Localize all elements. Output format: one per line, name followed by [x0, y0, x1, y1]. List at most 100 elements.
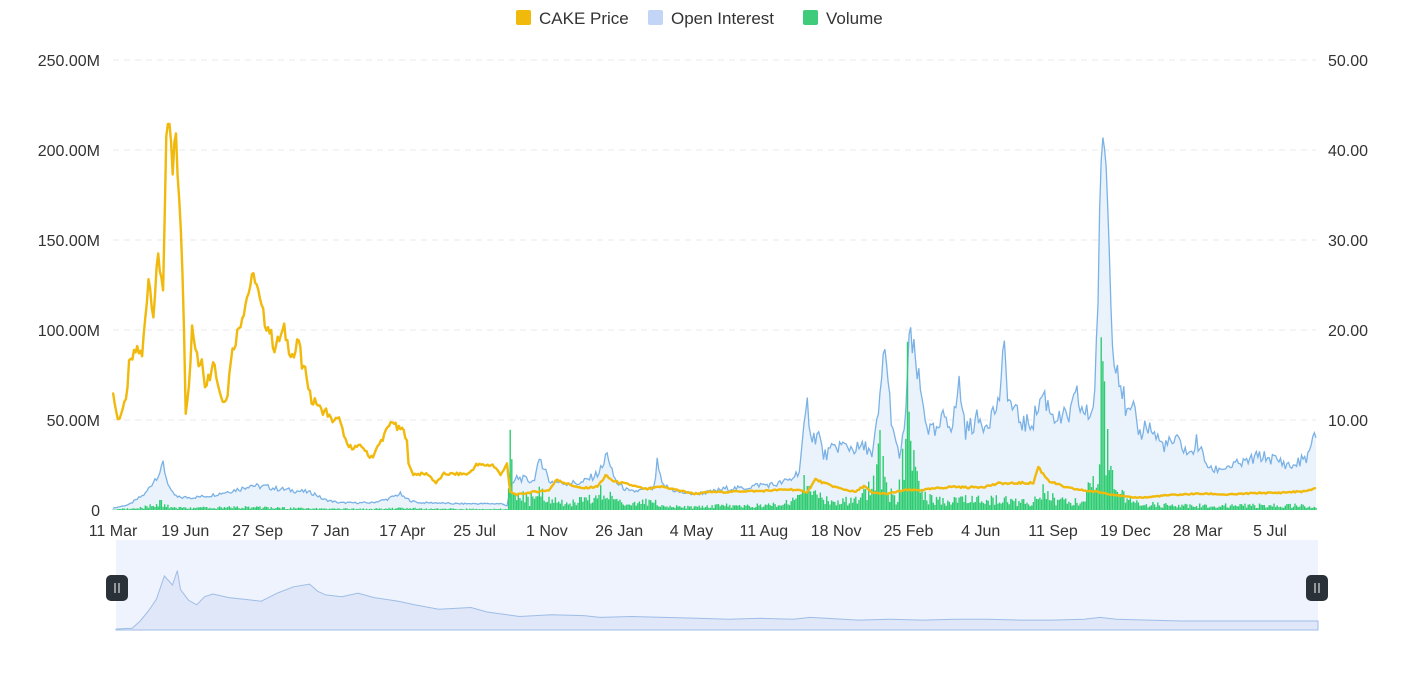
plot-area[interactable] [112, 124, 1316, 510]
volume-bar [954, 497, 955, 510]
volume-bar [534, 499, 535, 510]
volume-bar [949, 502, 950, 510]
volume-bar [878, 444, 879, 511]
volume-bar [266, 507, 267, 510]
volume-bar [288, 509, 289, 510]
volume-bar [967, 503, 968, 510]
volume-bar [584, 497, 585, 510]
volume-bar [180, 507, 181, 510]
volume-bar [632, 503, 633, 510]
volume-bar [896, 505, 897, 511]
volume-bar [989, 505, 990, 510]
volume-bar [1196, 506, 1197, 510]
volume-bar [489, 509, 490, 510]
volume-bar [710, 508, 711, 510]
navigator-handle-left[interactable] [106, 575, 128, 601]
volume-bar [1167, 505, 1168, 510]
volume-bar [317, 509, 318, 510]
volume-bar [379, 508, 380, 510]
volume-bar [821, 498, 822, 511]
volume-bar [145, 506, 146, 511]
volume-bar [761, 507, 762, 510]
x-tick-label: 19 Jun [161, 523, 209, 540]
volume-bar [263, 508, 264, 510]
volume-bar [668, 508, 669, 510]
volume-bar [497, 509, 498, 510]
volume-bar [742, 508, 743, 510]
volume-bar [221, 507, 222, 510]
volume-bar [214, 508, 215, 510]
volume-bar [707, 505, 708, 510]
volume-bar [308, 508, 309, 510]
volume-bar [1254, 505, 1255, 510]
navigator-handle-right[interactable] [1306, 575, 1328, 601]
volume-bar [138, 509, 139, 510]
volume-bar [854, 498, 855, 510]
volume-bar [1272, 507, 1273, 510]
volume-bar [797, 495, 798, 510]
volume-bar [690, 506, 691, 510]
volume-bar [1217, 508, 1218, 510]
volume-bar [650, 500, 651, 510]
navigator-handle-left-grip[interactable] [106, 575, 128, 601]
volume-bar [561, 500, 562, 510]
volume-bar [571, 506, 572, 510]
volume-bar [553, 503, 554, 510]
volume-bar [908, 412, 909, 510]
volume-bar [149, 504, 150, 510]
volume-bar [321, 508, 322, 510]
volume-bar [1206, 505, 1207, 510]
volume-bar [1307, 507, 1308, 510]
volume-bar [545, 502, 546, 510]
volume-bar [605, 499, 606, 510]
volume-bar [857, 504, 858, 510]
volume-bar [301, 508, 302, 510]
volume-bar [1281, 507, 1282, 510]
volume-bar [342, 509, 343, 510]
volume-bar [177, 509, 178, 510]
volume-bar [456, 509, 457, 510]
volume-bar [692, 509, 693, 510]
volume-bar [1107, 429, 1108, 510]
legend-item-open-interest[interactable]: Open Interest [648, 9, 774, 28]
volume-bar [406, 508, 407, 510]
volume-bar [716, 504, 717, 510]
volume-bar [472, 509, 473, 510]
volume-bar [671, 507, 672, 510]
volume-bar [847, 505, 848, 510]
volume-bar [392, 508, 393, 510]
volume-bar [514, 495, 515, 510]
volume-bar [376, 508, 377, 510]
volume-bar [532, 497, 533, 511]
volume-bar [929, 494, 930, 510]
legend-item-price[interactable]: CAKE Price [516, 9, 629, 28]
volume-bar [437, 508, 438, 510]
volume-bar [324, 509, 325, 511]
volume-bar [1083, 502, 1084, 511]
volume-bar [577, 503, 578, 510]
legend-item-volume[interactable]: Volume [803, 9, 883, 28]
volume-bar [970, 502, 971, 510]
time-range-navigator[interactable] [106, 540, 1328, 630]
volume-bar [490, 509, 491, 510]
volume-bar [1246, 508, 1247, 510]
x-tick-label: 7 Jan [310, 523, 349, 540]
volume-bar [694, 506, 695, 510]
volume-bar [863, 489, 864, 510]
volume-bar [531, 493, 532, 510]
volume-bar [1280, 507, 1281, 510]
volume-bar [585, 498, 586, 511]
volume-bar [981, 501, 982, 510]
volume-bar [682, 508, 683, 510]
volume-bar [1013, 501, 1014, 510]
volume-bar [1277, 506, 1278, 511]
volume-bar [1068, 502, 1069, 510]
volume-bar [942, 498, 943, 510]
volume-bar [337, 509, 338, 510]
volume-bar [1015, 499, 1016, 511]
navigator-handle-right-grip[interactable] [1306, 575, 1328, 601]
volume-bar [119, 509, 120, 510]
volume-bar [699, 506, 700, 510]
volume-bar [229, 506, 230, 510]
volume-bar [1063, 500, 1064, 511]
